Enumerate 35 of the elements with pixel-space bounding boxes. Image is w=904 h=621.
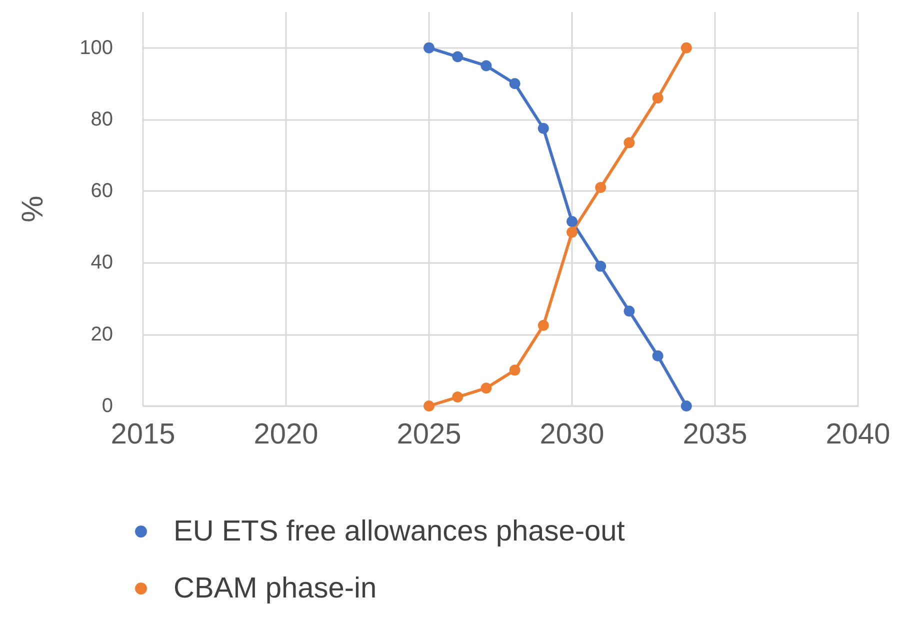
- legend-label: CBAM phase-in: [174, 572, 377, 604]
- y-tick-label: 100: [80, 36, 113, 59]
- y-tick-label: 40: [90, 252, 113, 274]
- point: [480, 382, 492, 394]
- point: [652, 92, 664, 104]
- point: [538, 122, 549, 134]
- x-tick-label: 2035: [682, 418, 748, 450]
- x-tick-label: 2015: [110, 418, 176, 450]
- x-tick-label: 2040: [826, 418, 890, 450]
- point: [680, 42, 692, 54]
- y-tick-label: 60: [90, 180, 113, 202]
- y-tick-label: 0: [102, 395, 113, 417]
- point: [566, 216, 578, 228]
- point: [652, 350, 664, 362]
- x-tick-label: 2025: [396, 418, 462, 450]
- point: [595, 260, 606, 272]
- point: [624, 306, 635, 317]
- y-tick-label: 20: [90, 323, 113, 346]
- legend-label: EU ETS free allowances phase-out: [174, 516, 625, 548]
- point: [424, 400, 434, 412]
- y-tick-label: 80: [90, 108, 113, 130]
- point: [452, 51, 464, 62]
- point: [480, 60, 492, 72]
- point: [595, 182, 606, 194]
- point: [509, 78, 520, 90]
- x-tick-label: 2030: [540, 418, 604, 450]
- point: [624, 137, 635, 148]
- x-tick-label: 2020: [254, 418, 318, 450]
- point: [680, 400, 692, 412]
- point: [509, 364, 520, 376]
- point: [538, 320, 549, 331]
- point: [566, 226, 578, 238]
- point: [424, 42, 434, 54]
- point: [452, 392, 464, 403]
- y-axis-title: %: [16, 196, 50, 222]
